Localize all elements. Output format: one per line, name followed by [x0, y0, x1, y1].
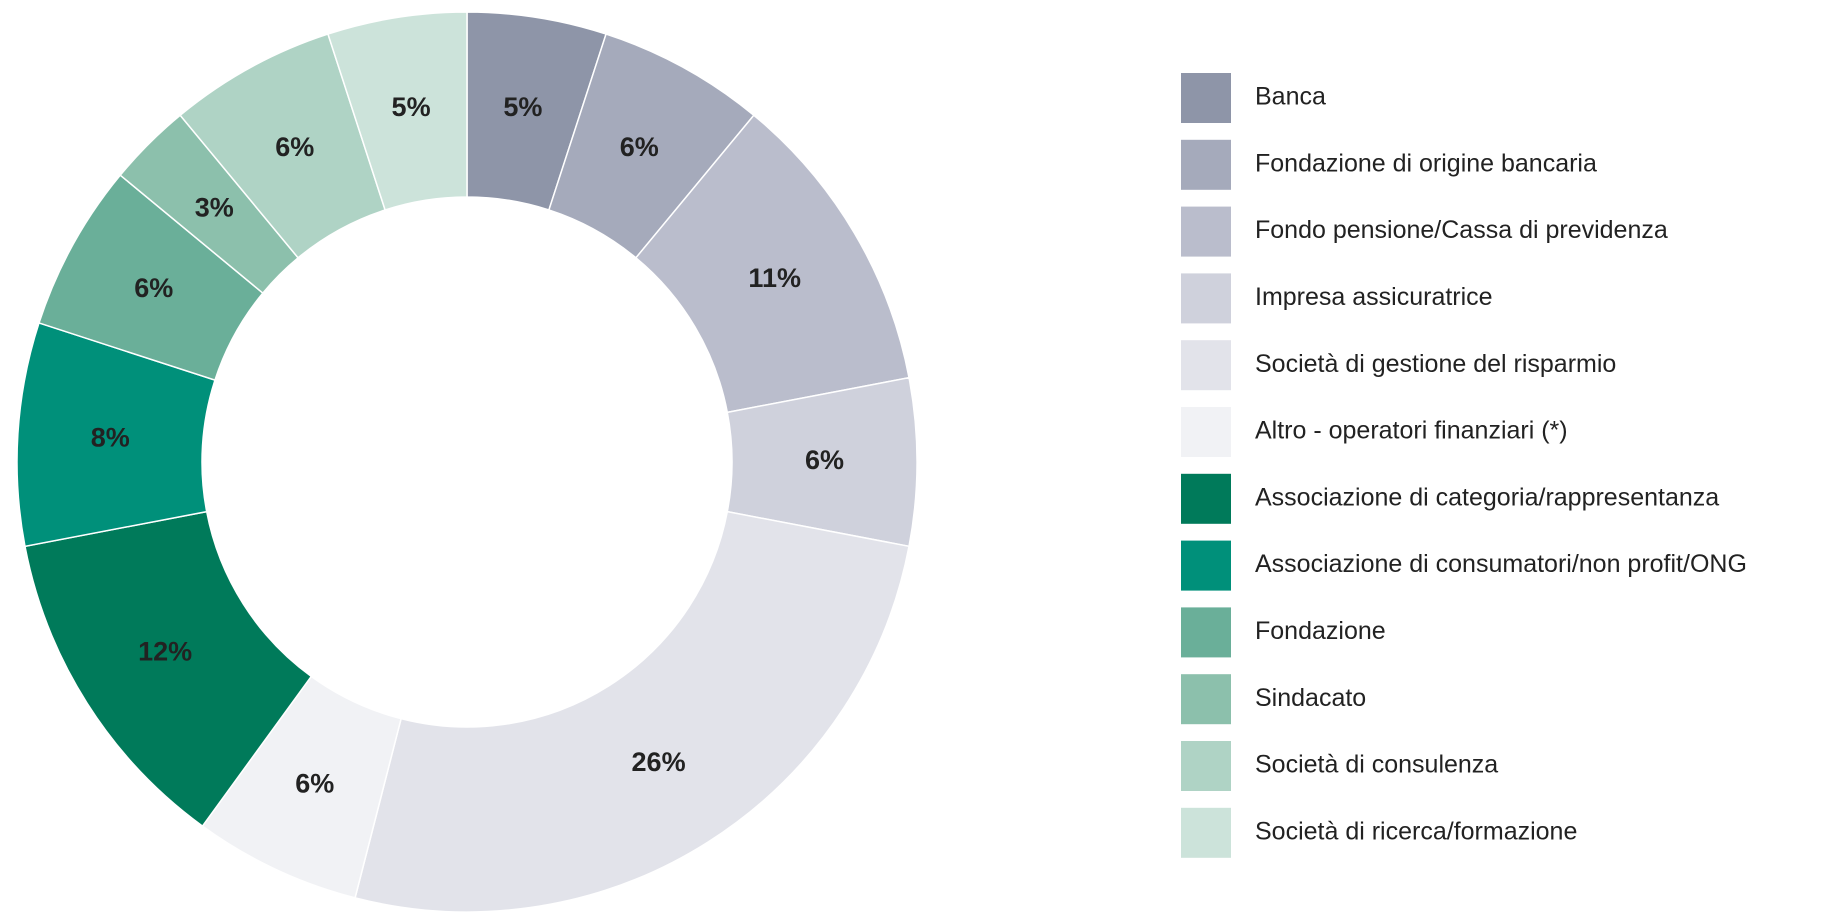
donut-slice — [354, 510, 910, 913]
legend-swatch — [1181, 607, 1231, 658]
legend-swatch — [1181, 73, 1231, 123]
data-label: 6% — [805, 445, 844, 475]
data-label: 8% — [91, 423, 130, 453]
legend-label: Fondo pensione/Cassa di previdenza — [1255, 216, 1668, 244]
data-label: 5% — [392, 92, 431, 122]
legend-label: Impresa assicuratrice — [1255, 283, 1493, 311]
data-label: 12% — [138, 637, 192, 667]
legend-swatch — [1181, 540, 1231, 591]
legend-label: Sindacato — [1255, 684, 1366, 712]
data-label: 6% — [134, 273, 173, 303]
data-label: 6% — [295, 769, 334, 799]
data-label: 6% — [620, 132, 659, 162]
legend-swatch — [1181, 674, 1231, 725]
data-label: 11% — [748, 263, 801, 293]
legend-label: Associazione di categoria/rappresentanza — [1255, 483, 1719, 511]
data-label: 6% — [275, 132, 314, 162]
donut-slice — [326, 11, 468, 211]
legend-label: Società di gestione del risparmio — [1255, 350, 1616, 378]
legend-swatch — [1181, 741, 1231, 791]
legend-swatch — [1181, 807, 1231, 858]
legend-label: Fondazione — [1255, 617, 1386, 645]
legend-label: Banca — [1255, 83, 1326, 111]
legend-label: Associazione di consumatori/non profit/O… — [1255, 550, 1747, 578]
legend-swatch — [1181, 139, 1231, 190]
donut-slice — [24, 510, 313, 828]
legend-label: Società di ricerca/formazione — [1255, 817, 1577, 845]
legend-label: Società di consulenza — [1255, 751, 1498, 779]
data-label: 3% — [195, 192, 234, 222]
legend-label: Altro - operatori finanziari (*) — [1255, 417, 1568, 445]
legend-swatch — [1181, 273, 1231, 324]
legend-swatch — [1181, 206, 1231, 257]
legend-swatch — [1181, 473, 1231, 524]
data-label: 26% — [632, 747, 686, 777]
data-label: 5% — [503, 92, 542, 122]
legend-swatch — [1181, 340, 1231, 391]
legend-label: Fondazione di origine bancaria — [1255, 149, 1597, 177]
legend-swatch — [1181, 407, 1231, 457]
